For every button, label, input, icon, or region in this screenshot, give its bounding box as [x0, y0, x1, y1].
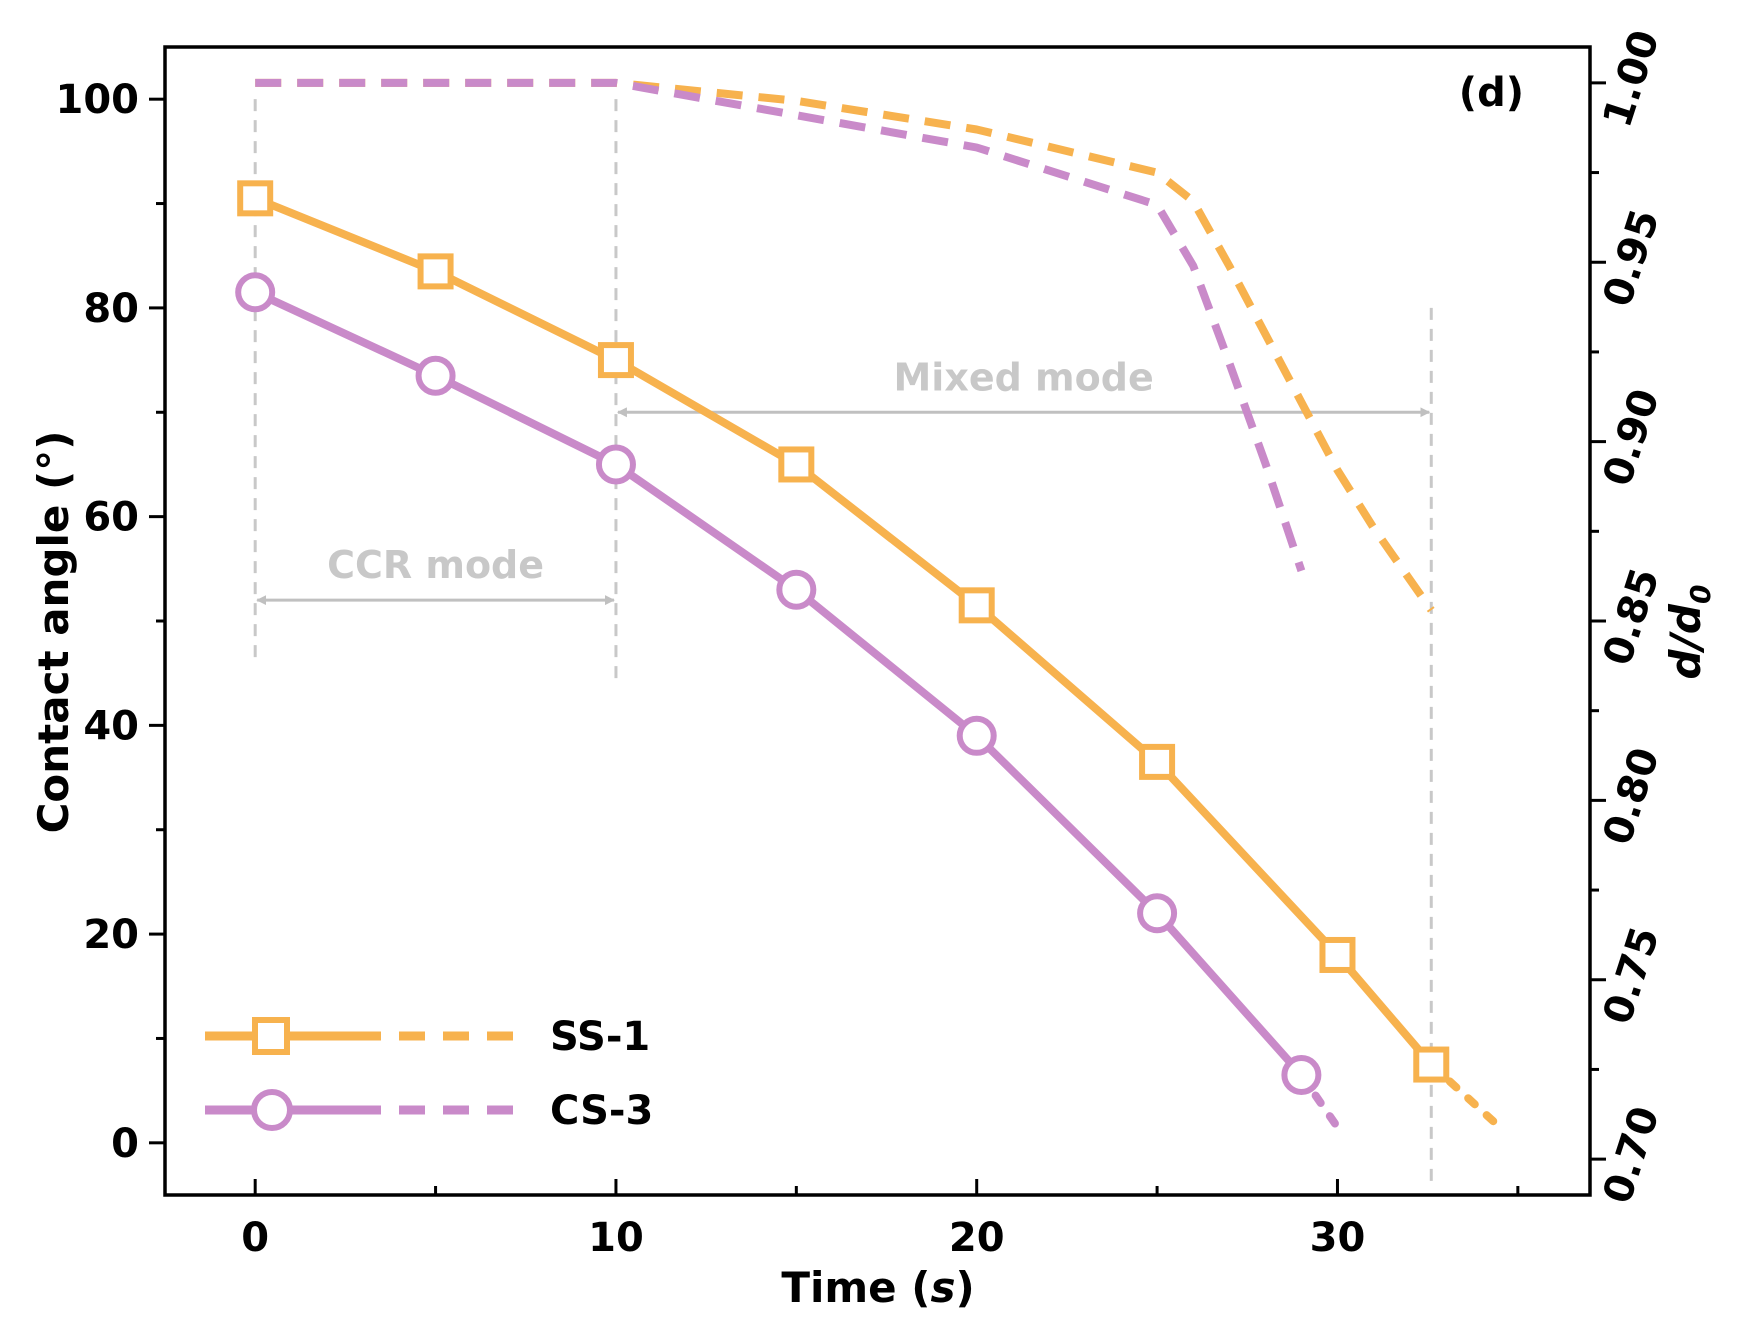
y-tick-label: 100 — [56, 77, 140, 123]
legend-marker-ss-1 — [252, 1017, 290, 1055]
y-tick-label: 20 — [83, 912, 139, 958]
y2-tick-label: 0.90 — [1595, 384, 1669, 492]
legend-label-ss-1: SS-1 — [550, 1014, 650, 1060]
data-point-cs-3 — [1137, 893, 1178, 934]
contact-angle-line-ss-1 — [253, 194, 1435, 1068]
data-point-ss-1 — [1319, 936, 1356, 973]
data-point-cs-3 — [235, 272, 276, 313]
data-point-ss-1 — [1139, 743, 1176, 780]
data-point-cs-3 — [415, 355, 456, 396]
contact-angle-tail-ss-1 — [1427, 1060, 1504, 1132]
data-point-cs-3 — [956, 715, 997, 756]
y2-axis-title: d/d0 — [1661, 585, 1717, 680]
y2-tick-label: 0.85 — [1595, 563, 1669, 671]
y2-tick-label: 0.80 — [1595, 742, 1669, 850]
mode-label: Mixed mode — [893, 355, 1153, 399]
data-point-ss-1 — [958, 587, 995, 624]
data-point-ss-1 — [597, 342, 634, 379]
y2-tick-label: 0.75 — [1595, 922, 1669, 1030]
y2-tick-label: 0.70 — [1595, 1101, 1669, 1209]
y2-tick-label: 1.00 — [1595, 25, 1669, 133]
data-point-ss-1 — [1413, 1046, 1450, 1083]
plot-frame — [163, 45, 1592, 1197]
data-point-ss-1 — [237, 180, 274, 217]
legend-label-cs-3: CS-3 — [550, 1088, 653, 1134]
mode-label: CCR mode — [327, 543, 544, 587]
x-tick-label: 10 — [588, 1215, 644, 1261]
mode-annotations: CCR mode Mixed mode — [256, 355, 1431, 606]
data-point-cs-3 — [595, 444, 636, 485]
y-tick-label: 60 — [83, 495, 139, 541]
x-tick-label: 0 — [241, 1215, 269, 1261]
y-tick-label: 40 — [83, 703, 139, 749]
x-tick-label: 30 — [1310, 1215, 1366, 1261]
data-point-ss-1 — [417, 253, 454, 290]
diameter-ratio-line-cs-3 — [255, 78, 1306, 573]
y-axis-title: Contact angle (°) — [29, 431, 78, 834]
y-tick-label: 0 — [111, 1121, 139, 1167]
contact-angle-line-cs-3 — [253, 288, 1305, 1078]
axis-titles: (d) Time (s) Contact angle (°) d/d0 — [29, 70, 1717, 1312]
diameter-ratio-line-ss-1 — [255, 78, 1435, 613]
x-axis-title: Time (s) — [781, 1263, 974, 1312]
diameter-ratio-series — [255, 78, 1435, 613]
data-point-cs-3 — [1281, 1054, 1322, 1095]
legend: SS-1 CS-3 — [205, 1014, 653, 1134]
data-point-cs-3 — [776, 569, 817, 610]
y-tick-label: 80 — [83, 286, 139, 332]
contact-angle-series — [235, 180, 1504, 1132]
legend-marker-cs-3 — [251, 1089, 293, 1131]
panel-label: (d) — [1459, 70, 1524, 116]
x-tick-label: 20 — [949, 1215, 1005, 1261]
data-point-ss-1 — [778, 446, 815, 483]
y2-tick-label: 0.95 — [1595, 204, 1669, 312]
